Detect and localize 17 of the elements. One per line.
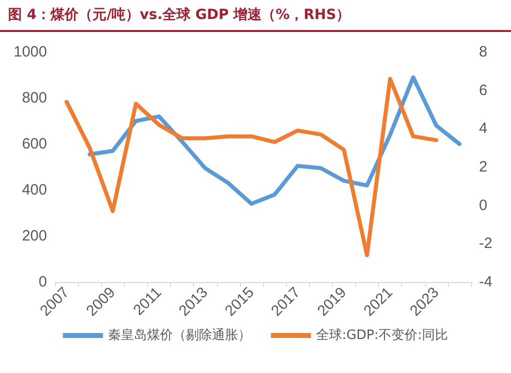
- chart-title: 图 4：煤价（元/吨）vs.全球 GDP 增速（%，RHS）: [0, 0, 511, 32]
- y2-tick-label: 0: [479, 196, 488, 214]
- y-tick-label: 600: [22, 136, 47, 152]
- y2-tick-label: 4: [479, 120, 488, 138]
- y-tick-label: 1000: [14, 44, 47, 60]
- y-tick-label: 200: [22, 228, 47, 244]
- legend-label: 全球:GDP:不变价:同比: [316, 328, 448, 343]
- y-tick-label: 400: [22, 182, 47, 198]
- y2-tick-label: -2: [479, 235, 492, 252]
- legend-label: 秦皇岛煤价（剔除通胀）: [108, 328, 251, 343]
- y2-tick-label: 2: [479, 158, 488, 176]
- y2-tick-label: -4: [479, 274, 492, 290]
- y2-tick-label: 6: [479, 82, 488, 99]
- y-tick-label: 0: [38, 274, 47, 290]
- y-tick-label: 800: [22, 90, 47, 106]
- y2-tick-label: 8: [479, 44, 488, 60]
- line-series: [64, 76, 438, 258]
